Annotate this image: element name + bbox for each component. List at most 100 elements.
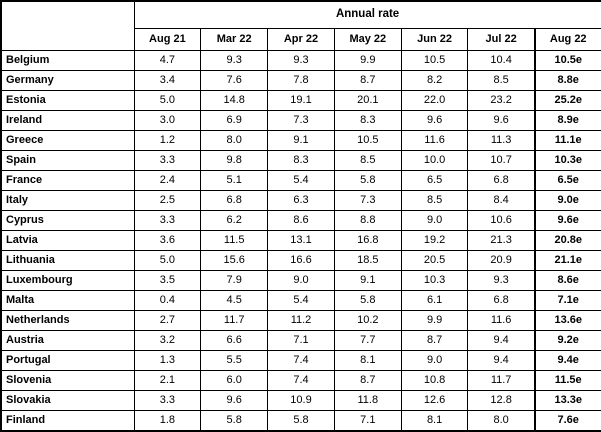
table-row: Belgium 4.7 9.3 9.3 9.9 10.5 10.4 10.5e (0, 50, 601, 71)
value: 5.5 (200, 350, 269, 371)
table-row: Luxembourg 3.5 7.9 9.0 9.1 10.3 9.3 8.6e (0, 270, 601, 291)
country-label: Netherlands (0, 310, 135, 331)
value: 8.6 (267, 210, 335, 231)
value: 10.7 (467, 150, 536, 171)
value: 6.3 (267, 190, 335, 211)
value: 8.3 (333, 110, 402, 131)
value: 10.5 (333, 130, 402, 151)
country-label: Luxembourg (0, 270, 135, 291)
country-label: Latvia (0, 230, 135, 251)
value: 9.3 (267, 50, 335, 71)
value: 19.2 (400, 230, 469, 251)
value: 3.3 (133, 150, 202, 171)
value: 7.4 (267, 350, 335, 371)
table-row: Italy 2.5 6.8 6.3 7.3 8.5 8.4 9.0e (0, 190, 601, 211)
country-label: Greece (0, 130, 135, 151)
value: 9.6 (400, 110, 469, 131)
value: 10.3 (400, 270, 469, 291)
value-estimate: 9.4e (533, 350, 601, 371)
value: 23.2 (467, 90, 536, 111)
value: 6.9 (200, 110, 269, 131)
table-row: Latvia 3.6 11.5 13.1 16.8 19.2 21.3 20.8e (0, 230, 601, 251)
value: 7.8 (267, 70, 335, 91)
corner-cell (0, 0, 135, 51)
country-label: Malta (0, 290, 135, 311)
value: 8.5 (467, 70, 536, 91)
value: 10.0 (400, 150, 469, 171)
value: 3.3 (133, 390, 202, 411)
value: 16.6 (267, 250, 335, 271)
country-label: Finland (0, 410, 135, 432)
value: 9.0 (400, 350, 469, 371)
table-row: Netherlands 2.7 11.7 11.2 10.2 9.9 11.6 13.6e (0, 310, 601, 331)
value: 6.0 (200, 370, 269, 391)
country-label: Spain (0, 150, 135, 171)
value: 9.6 (200, 390, 269, 411)
value: 3.5 (133, 270, 202, 291)
value: 7.1 (267, 330, 335, 351)
value: 5.8 (333, 290, 402, 311)
value: 7.1 (333, 410, 402, 432)
country-label: France (0, 170, 135, 191)
value: 7.3 (267, 110, 335, 131)
value: 9.0 (267, 270, 335, 291)
value: 11.5 (200, 230, 269, 251)
value-estimate: 25.2e (533, 90, 601, 111)
table-row: Lithuania 5.0 15.6 16.6 18.5 20.5 20.9 21.1e (0, 250, 601, 271)
value: 6.8 (200, 190, 269, 211)
table-row: Germany 3.4 7.6 7.8 8.7 8.2 8.5 8.8e (0, 70, 601, 91)
table-row: Greece 1.2 8.0 9.1 10.5 11.6 11.3 11.1e (0, 130, 601, 151)
table-row: Slovakia 3.3 9.6 10.9 11.8 12.6 12.8 13.3e (0, 390, 601, 411)
value: 9.4 (467, 330, 536, 351)
value: 8.0 (467, 410, 536, 432)
value: 7.3 (333, 190, 402, 211)
value: 9.4 (467, 350, 536, 371)
column-header-may-22: May 22 (333, 28, 402, 51)
value-estimate: 9.6e (533, 210, 601, 231)
value: 8.0 (200, 130, 269, 151)
value: 8.4 (467, 190, 536, 211)
value: 10.4 (467, 50, 536, 71)
value: 2.5 (133, 190, 202, 211)
country-label: Cyprus (0, 210, 135, 231)
value-estimate: 20.8e (533, 230, 601, 251)
value-estimate: 13.3e (533, 390, 601, 411)
value: 20.9 (467, 250, 536, 271)
table-row: Estonia 5.0 14.8 19.1 20.1 22.0 23.2 25.2e (0, 90, 601, 111)
country-label: Austria (0, 330, 135, 351)
value-estimate: 10.3e (533, 150, 601, 171)
country-label: Lithuania (0, 250, 135, 271)
value: 20.1 (333, 90, 402, 111)
column-header-aug-21: Aug 21 (133, 28, 202, 51)
value: 20.5 (400, 250, 469, 271)
table-row: Finland 1.8 5.8 5.8 7.1 8.1 8.0 7.6e (0, 410, 601, 432)
column-header-aug-22: Aug 22 (533, 28, 601, 51)
value: 8.1 (333, 350, 402, 371)
country-label: Ireland (0, 110, 135, 131)
country-label: Portugal (0, 350, 135, 371)
value: 1.8 (133, 410, 202, 432)
value-estimate: 7.1e (533, 290, 601, 311)
table-body: Belgium 4.7 9.3 9.3 9.9 10.5 10.4 10.5e Germany 3… (0, 50, 601, 432)
value-estimate: 13.6e (533, 310, 601, 331)
value: 8.7 (400, 330, 469, 351)
country-label: Slovakia (0, 390, 135, 411)
value: 11.8 (333, 390, 402, 411)
value: 19.1 (267, 90, 335, 111)
value: 9.9 (400, 310, 469, 331)
value: 10.6 (467, 210, 536, 231)
value: 10.2 (333, 310, 402, 331)
value-estimate: 6.5e (533, 170, 601, 191)
value: 8.7 (333, 70, 402, 91)
value: 14.8 (200, 90, 269, 111)
value: 2.7 (133, 310, 202, 331)
value: 4.7 (133, 50, 202, 71)
value: 1.3 (133, 350, 202, 371)
value: 9.1 (333, 270, 402, 291)
value-estimate: 9.0e (533, 190, 601, 211)
table-row: Austria 3.2 6.6 7.1 7.7 8.7 9.4 9.2e (0, 330, 601, 351)
value: 3.6 (133, 230, 202, 251)
country-label: Italy (0, 190, 135, 211)
value-estimate: 9.2e (533, 330, 601, 351)
